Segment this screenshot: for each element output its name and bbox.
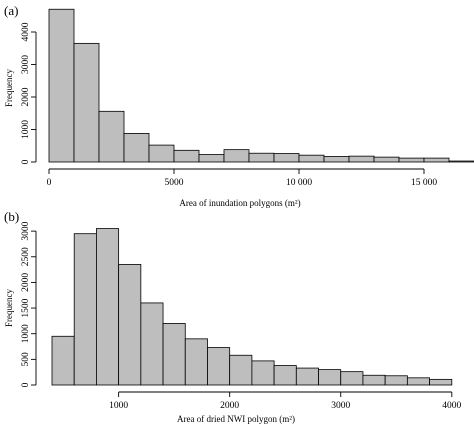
x-tick-label-b-1: 2000 xyxy=(220,401,239,411)
histogram-bar-a-11 xyxy=(298,154,325,163)
histogram-bar-a-3 xyxy=(98,110,125,163)
histogram-bar-a-14 xyxy=(373,156,400,163)
bars-a xyxy=(48,8,474,163)
histogram-bar-b-3 xyxy=(96,228,120,386)
histogram-bar-b-1 xyxy=(51,335,75,386)
histogram-bar-a-1 xyxy=(48,8,75,163)
histogram-bar-b-4 xyxy=(118,264,142,386)
panel-label-b: (b) xyxy=(4,209,19,224)
axes-b: 0 500 1000 1500 2000 2500 3000 1000 2000 3000 4000 xyxy=(21,221,462,411)
histogram-bar-a-4 xyxy=(123,132,150,163)
y-tick-label-b-0: 0 xyxy=(21,382,31,387)
histogram-bar-b-9 xyxy=(229,354,253,386)
histogram-bar-a-13 xyxy=(348,155,375,163)
y-tick-label-b-6: 3000 xyxy=(21,221,31,240)
histogram-bar-b-13 xyxy=(318,369,342,386)
y-tick-label-b-4: 2000 xyxy=(21,273,31,292)
histogram-bar-a-2 xyxy=(73,42,100,163)
histogram-bar-b-11 xyxy=(273,365,297,386)
histogram-bar-a-6 xyxy=(173,149,200,163)
histogram-bar-b-18 xyxy=(429,378,453,386)
y-tick-label-a-1: 1000 xyxy=(21,120,31,139)
bars-b xyxy=(51,228,453,386)
y-axis-label-a: Frequency xyxy=(4,69,14,107)
x-tick-label-a-0: 0 xyxy=(47,178,52,188)
x-tick-label-b-2: 3000 xyxy=(331,401,350,411)
axes-a: 0 1000 2000 3000 4000 0 5000 10 000 15 000 xyxy=(21,22,437,188)
histogram-bar-a-7 xyxy=(198,154,225,163)
histogram-panel-a: (a) Frequency Area of inundation polygon… xyxy=(4,3,474,208)
histogram-bar-b-16 xyxy=(384,375,408,386)
histogram-bar-a-8 xyxy=(223,149,250,163)
y-axis-label-b: Frequency xyxy=(4,289,14,327)
y-tick-label-b-2: 1000 xyxy=(21,324,31,343)
histogram-bar-b-17 xyxy=(406,377,430,386)
histogram-bar-b-15 xyxy=(362,374,386,386)
histogram-bar-b-6 xyxy=(162,323,186,386)
histogram-bar-a-12 xyxy=(323,156,350,163)
x-tick-label-b-0: 1000 xyxy=(109,401,128,411)
y-tick-label-b-3: 1500 xyxy=(21,298,31,317)
y-tick-label-b-5: 2500 xyxy=(21,247,31,266)
histogram-bar-b-7 xyxy=(184,338,208,386)
histogram-bar-b-12 xyxy=(295,367,319,386)
histogram-bar-a-5 xyxy=(148,144,175,163)
x-tick-label-a-3: 15 000 xyxy=(411,178,437,188)
x-tick-label-a-1: 5000 xyxy=(165,178,184,188)
histogram-bar-b-2 xyxy=(73,233,97,386)
y-tick-label-a-2: 2000 xyxy=(21,87,31,106)
histogram-bar-a-15 xyxy=(398,157,425,163)
histogram-panel-b: (b) Frequency Area of dried NWI polygon … xyxy=(4,209,462,424)
y-tick-label-b-1: 500 xyxy=(21,352,31,367)
histogram-bar-a-9 xyxy=(248,152,275,163)
histogram-bar-b-8 xyxy=(207,347,231,386)
y-tick-label-a-0: 0 xyxy=(21,159,31,164)
x-axis-label-b: Area of dried NWI polygon (m²) xyxy=(177,414,295,424)
histogram-bar-a-16 xyxy=(423,157,450,163)
histogram-bar-b-10 xyxy=(251,360,275,386)
histogram-bar-a-17 xyxy=(448,160,474,163)
histogram-bar-b-5 xyxy=(140,302,164,386)
y-tick-label-a-4: 4000 xyxy=(21,22,31,41)
y-tick-label-a-3: 3000 xyxy=(21,55,31,74)
x-axis-label-a: Area of inundation polygons (m²) xyxy=(179,198,300,208)
panel-label-a: (a) xyxy=(4,3,18,18)
x-tick-label-b-3: 4000 xyxy=(442,401,461,411)
x-tick-label-a-2: 10 000 xyxy=(286,178,312,188)
histogram-bar-a-10 xyxy=(273,153,300,163)
histogram-bar-b-14 xyxy=(340,371,364,386)
